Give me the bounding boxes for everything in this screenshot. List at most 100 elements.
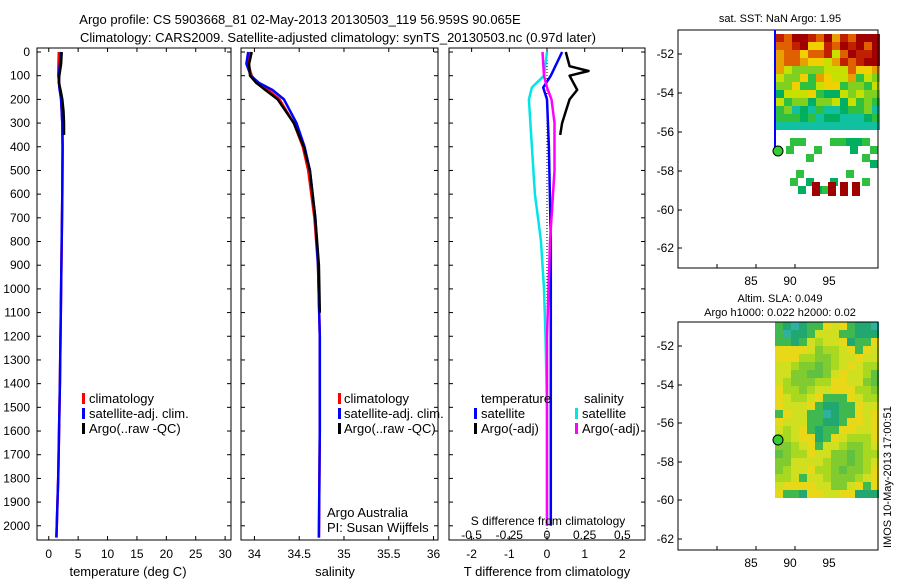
sst-cell [840,58,848,66]
sla-cell [855,402,863,410]
sst-cell [870,146,878,154]
sst-cell [800,66,808,74]
legend-marker-climatology [338,393,341,404]
sst-cell [790,178,798,186]
sst-cell [800,74,808,82]
diff-t-satellite-line [541,51,564,526]
sst-cell [848,66,856,74]
sla-cell [791,378,799,386]
sla-cell [831,458,839,466]
sst-cell [832,114,840,122]
depth-tick-label: 500 [10,163,30,177]
sla-cell [783,394,791,402]
t-difference-xlabel: T difference from climatology [464,564,631,579]
sla-cell [871,458,879,466]
sla-cell [783,346,791,354]
sla-cell [799,426,807,434]
sla-cell [847,378,855,386]
sst-cell [848,122,856,130]
sst-cell [808,66,816,74]
sla-cell [815,426,823,434]
sla-cell [799,362,807,370]
sla-cell [871,354,879,362]
salinity-ticks: 34 34.5 35 35.5 36 [241,48,441,561]
sla-cell [791,362,799,370]
sla-cell [831,474,839,482]
sla-cell [815,490,823,498]
sla-cell [871,482,879,490]
sla-cell [799,354,807,362]
sla-cell [863,490,871,498]
sla-cell [799,458,807,466]
salinity-series-line [245,51,322,538]
sst-cell [808,114,816,122]
sla-cell [823,450,831,458]
sst-cell [792,122,800,130]
sla-cell [791,322,799,330]
sla-cell [839,338,847,346]
sla-cell [807,370,815,378]
sla-cell [855,474,863,482]
sst-cell [840,50,848,58]
sla-cell [815,322,823,330]
sst-cell [832,50,840,58]
sla-cell [815,474,823,482]
sla-cell [855,450,863,458]
diff-s-argo-line [541,51,556,526]
sst-cell [856,106,864,114]
sst-cell [814,146,822,154]
sla-cell [863,426,871,434]
sla-cell [815,466,823,474]
sst-cell [816,66,824,74]
sla-cell [855,490,863,498]
sla-cell [831,410,839,418]
sla-cell [799,442,807,450]
legend-label: Argo(-adj) [481,421,539,436]
sla-cell [863,482,871,490]
argo-position-marker [772,434,784,446]
sla-cell [807,450,815,458]
sla-cell [791,386,799,394]
sla-cell [823,370,831,378]
sla-cell [823,410,831,418]
sst-cell [848,74,856,82]
sst-cell [800,58,808,66]
sla-cell [815,354,823,362]
sla-cell [871,346,879,354]
sst-cell [800,114,808,122]
sla-cell [823,322,831,330]
sst-cell [816,50,824,58]
x-tick-label: 35.5 [377,547,401,561]
sla-cell [831,322,839,330]
sla-cell [823,458,831,466]
sst-cell [816,74,824,82]
sla-cell [831,362,839,370]
sst-cell [864,82,872,90]
difference-series [527,51,590,526]
salinity-xlabel: salinity [315,564,355,579]
sla-cell [871,410,879,418]
sla-cell [783,338,791,346]
sla-cell [855,346,863,354]
sla-cell [775,322,783,330]
depth-tick-label: 800 [10,235,30,249]
sla-cell [775,394,783,402]
sst-cell [776,98,784,106]
sla-cell [807,402,815,410]
sla-cell [871,426,879,434]
sla-cell [807,378,815,386]
sst-cell [872,42,880,50]
sla-cell [783,410,791,418]
sst-cell [824,106,832,114]
sla-cell [799,402,807,410]
sla-cell [783,474,791,482]
sla-cell [863,386,871,394]
sst-cell [816,122,824,130]
sst-cell [824,90,832,98]
sst-cell [840,98,848,106]
sla-cell [783,490,791,498]
sst-cell [800,98,808,106]
lon-tick-label: 95 [822,556,836,570]
lat-tick-label: -56 [657,416,675,430]
sst-cell [850,146,858,154]
